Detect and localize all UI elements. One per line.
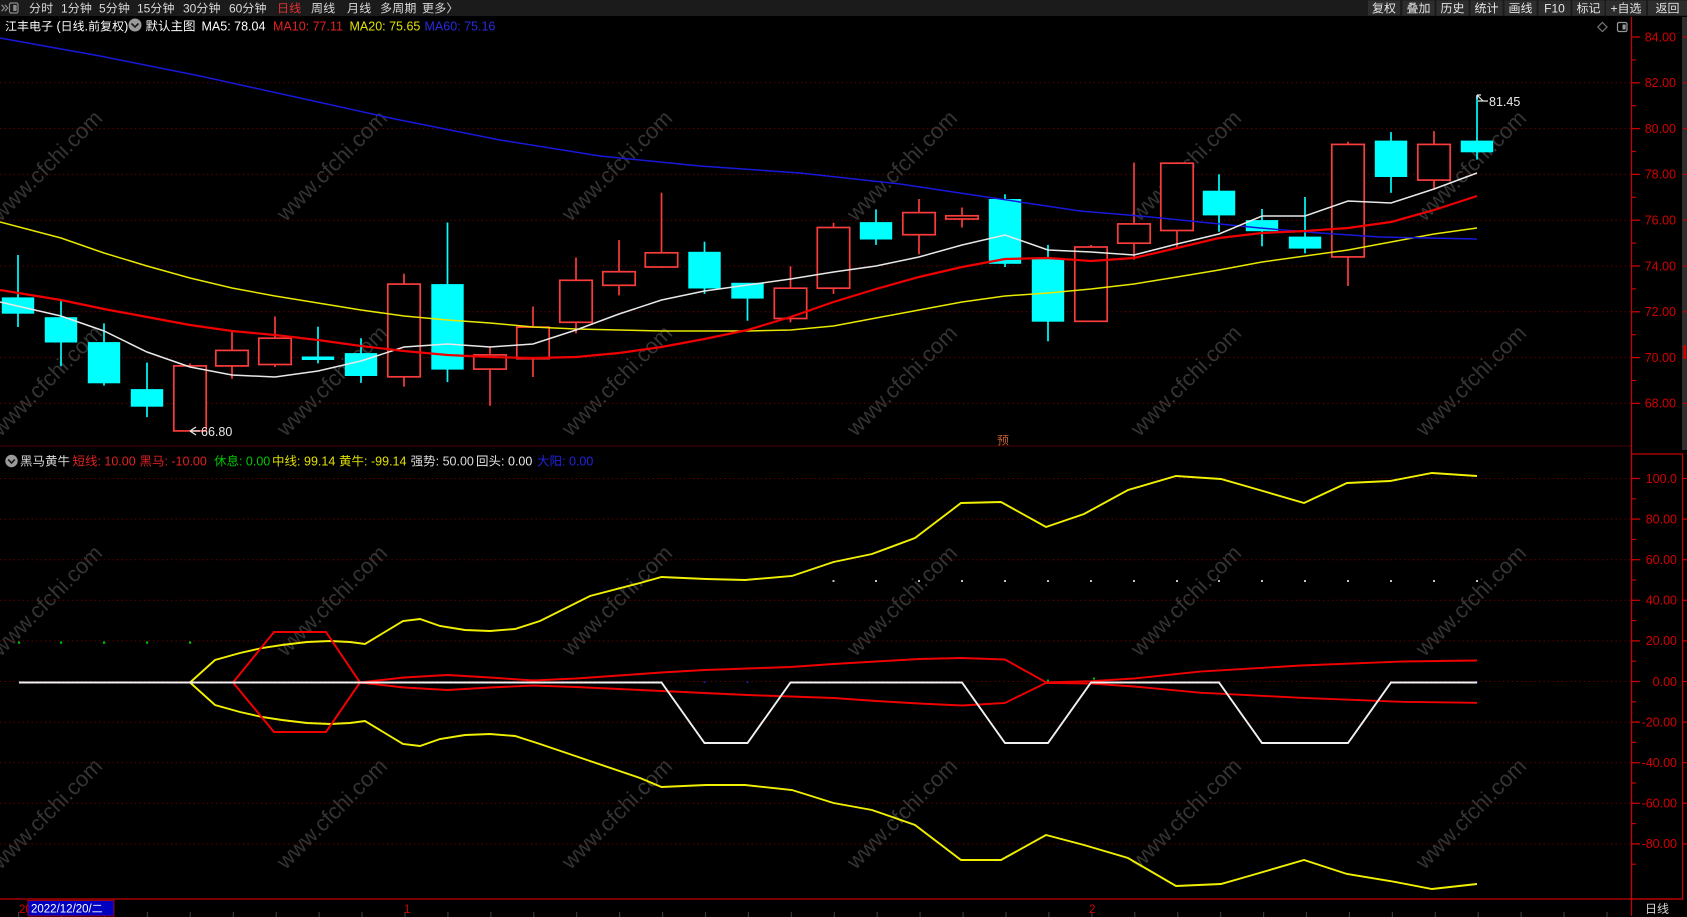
svg-text:68.00: 68.00 [1645,397,1676,411]
svg-text::: : [501,455,504,469]
svg-text:100.0: 100.0 [1646,472,1677,486]
svg-text:2: 2 [1089,904,1095,916]
svg-text:+: + [1611,2,1618,16]
svg-text::: : [297,455,300,469]
svg-text:72.00: 72.00 [1645,305,1676,319]
svg-text:1: 1 [404,904,410,916]
svg-text:82.00: 82.00 [1645,76,1676,90]
svg-text:66.80: 66.80 [201,425,232,439]
svg-text:.: . [85,20,88,34]
svg-text::: : [239,455,242,469]
svg-text:78.00: 78.00 [1645,168,1676,182]
svg-text:F10: F10 [1544,2,1565,16]
svg-text::: : [436,455,439,469]
svg-text:0.00: 0.00 [508,455,532,469]
svg-text:10.00: 10.00 [104,455,135,469]
svg-text:-20.00: -20.00 [1642,715,1677,729]
svg-text:80.00: 80.00 [1645,122,1676,136]
svg-text:MA5: 78.04: MA5: 78.04 [202,20,266,34]
svg-text::: : [364,455,367,469]
svg-text:2022/12/20/: 2022/12/20/ [31,904,93,916]
svg-text::: : [165,455,168,469]
svg-text::: : [562,455,565,469]
svg-text:1: 1 [61,2,68,16]
svg-text:-99.14: -99.14 [371,455,406,469]
svg-text:MA20: 75.65: MA20: 75.65 [350,20,421,34]
svg-text:84.00: 84.00 [1645,30,1676,44]
svg-text:15: 15 [137,2,151,16]
svg-text::: : [98,455,101,469]
svg-text:(: ( [57,20,62,34]
svg-text:70.00: 70.00 [1645,351,1676,365]
svg-text:20.00: 20.00 [1646,634,1677,648]
svg-text:50.00: 50.00 [443,455,474,469]
svg-text:81.45: 81.45 [1489,95,1520,109]
svg-text:76.00: 76.00 [1645,214,1676,228]
svg-text:0.00: 0.00 [1653,675,1677,689]
svg-text:40.00: 40.00 [1646,594,1677,608]
svg-text:MA60: 75.16: MA60: 75.16 [425,20,496,34]
svg-text:30: 30 [183,2,197,16]
svg-text:0.00: 0.00 [246,455,270,469]
svg-text:5: 5 [99,2,106,16]
svg-text:-80.00: -80.00 [1642,837,1677,851]
svg-text:-40.00: -40.00 [1642,756,1677,770]
svg-text:60: 60 [229,2,243,16]
svg-text:0.00: 0.00 [569,455,593,469]
svg-text:-10.00: -10.00 [171,455,206,469]
svg-text:60.00: 60.00 [1646,553,1677,567]
svg-text:): ) [124,20,128,34]
svg-text:74.00: 74.00 [1645,259,1676,273]
svg-text:MA10: 77.11: MA10: 77.11 [273,20,343,34]
svg-text:-60.00: -60.00 [1642,797,1677,811]
svg-text:80.00: 80.00 [1646,512,1677,526]
svg-text:99.14: 99.14 [304,455,335,469]
